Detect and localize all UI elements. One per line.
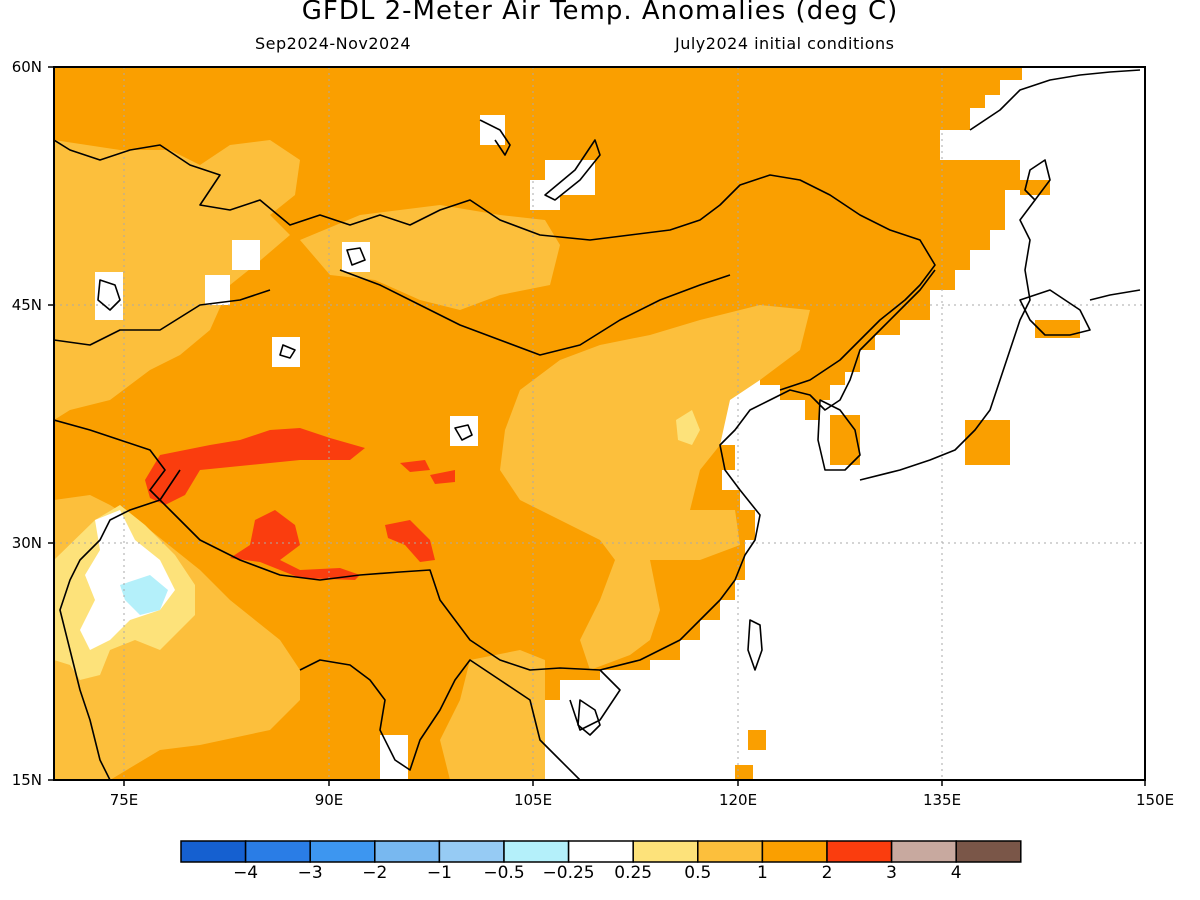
map-frame (53, 66, 1146, 781)
anomaly-luzon-patch (735, 765, 753, 780)
colorbar-swatch (438, 840, 505, 863)
coastlines-borders (54, 69, 1141, 780)
anomaly-sakhalin-patch (1020, 180, 1050, 195)
anomaly-region-near-zero (80, 510, 175, 650)
lat-label-45n: 45N (11, 296, 42, 314)
anomaly-korea-patch (830, 415, 860, 465)
anomaly-hokkaido-patch (1035, 320, 1080, 338)
colorbar-tick-label: −0.25 (542, 863, 595, 883)
colorbar-tick-label: −3 (297, 863, 323, 883)
anomaly-region-2-to-3 (145, 428, 455, 580)
colorbar-swatch (761, 840, 828, 863)
colorbar-swatch (180, 840, 247, 863)
lon-label-120e: 120E (718, 791, 758, 809)
initial-conditions: July2024 initial conditions (675, 34, 895, 53)
map-title: GFDL 2-Meter Air Temp. Anomalies (deg C) (301, 0, 899, 26)
colorbar-tick-label: −1 (426, 863, 452, 883)
colorbar (180, 840, 1022, 863)
axis-ticks (48, 66, 1146, 786)
lon-label-75e: 75E (109, 791, 139, 809)
colorbar-tick-label: 1 (756, 863, 768, 883)
anomaly-region-negative (120, 575, 168, 615)
lat-label-15n: 15N (11, 771, 42, 789)
colorbar-swatch (567, 840, 634, 863)
lon-label-90e: 90E (314, 791, 344, 809)
colorbar-tick-label: 0.5 (684, 863, 712, 883)
colorbar-tick-label: −0.5 (483, 863, 525, 883)
colorbar-swatch (244, 840, 311, 863)
colorbar-tick-label: 2 (821, 863, 833, 883)
anomaly-japan-patch (965, 420, 1010, 465)
lat-label-30n: 30N (11, 534, 42, 552)
colorbar-tick-label: −2 (362, 863, 388, 883)
colorbar-swatch (697, 840, 764, 863)
colorbar-swatch (955, 840, 1022, 863)
colorbar-tick-label: 4 (950, 863, 962, 883)
colorbar-tick-label: −4 (233, 863, 259, 883)
colorbar-tick-label: 0.25 (614, 863, 653, 883)
colorbar-swatch (632, 840, 699, 863)
lat-label-60n: 60N (11, 58, 42, 76)
colorbar-swatch (309, 840, 376, 863)
colorbar-swatch (374, 840, 441, 863)
colorbar-swatch (503, 840, 570, 863)
lon-label-105e: 105E (513, 791, 553, 809)
colorbar-swatch (826, 840, 893, 863)
lon-label-135e: 135E (922, 791, 962, 809)
lon-label-150e: 150E (1135, 791, 1175, 809)
anomaly-taiwan-patch (748, 730, 766, 750)
colorbar-tick-label: 3 (886, 863, 897, 883)
colorbar-swatch (890, 840, 957, 863)
forecast-period: Sep2024-Nov2024 (255, 34, 412, 53)
